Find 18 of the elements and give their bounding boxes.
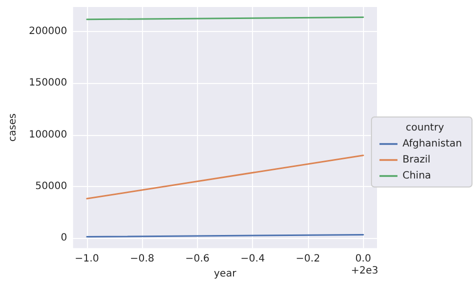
- legend-label: China: [402, 170, 432, 182]
- legend-label: Brazil: [402, 154, 430, 166]
- y-tick-label: 150000: [28, 78, 68, 89]
- x-tick-label: −0.8: [130, 254, 154, 265]
- y-axis-title: cases: [8, 113, 18, 142]
- y-tick-label: 50000: [35, 180, 68, 192]
- x-tick-label: −0.6: [185, 254, 210, 265]
- legend-title: country: [406, 122, 444, 134]
- legend-label: Afghanistan: [402, 138, 462, 150]
- y-tick-label: 100000: [28, 129, 68, 140]
- x-axis-title: year: [214, 268, 238, 280]
- y-tick-label: 200000: [28, 26, 68, 38]
- text: +2e3: [351, 266, 378, 276]
- x-tick-label: 0.0: [355, 254, 372, 265]
- x-tick-label: −1.0: [74, 254, 100, 265]
- x-tick-label: −0.4: [240, 254, 265, 265]
- x-tick-label: −0.2: [296, 254, 320, 265]
- y-tick-label: 0: [60, 232, 68, 244]
